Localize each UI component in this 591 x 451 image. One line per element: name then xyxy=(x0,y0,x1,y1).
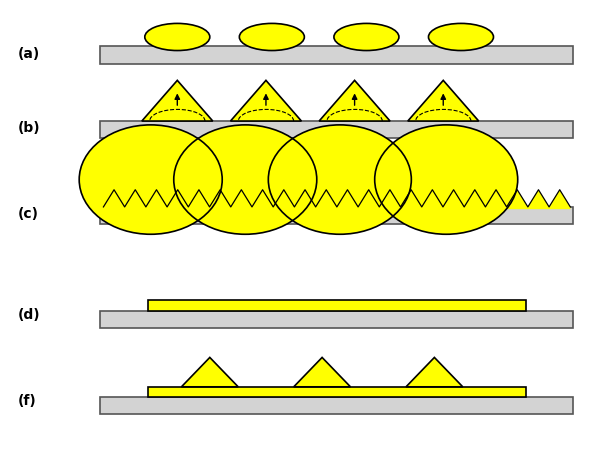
Polygon shape xyxy=(142,81,213,122)
Polygon shape xyxy=(294,358,350,387)
Polygon shape xyxy=(319,81,390,122)
Bar xyxy=(100,207,573,225)
Polygon shape xyxy=(181,358,238,387)
Circle shape xyxy=(79,125,222,235)
Circle shape xyxy=(174,125,317,235)
Text: (b): (b) xyxy=(18,121,40,135)
Ellipse shape xyxy=(239,24,304,51)
Bar xyxy=(100,47,573,64)
Ellipse shape xyxy=(334,24,399,51)
Polygon shape xyxy=(230,81,301,122)
Text: (d): (d) xyxy=(18,308,40,321)
Ellipse shape xyxy=(428,24,493,51)
Polygon shape xyxy=(103,190,570,210)
Circle shape xyxy=(268,125,411,235)
Circle shape xyxy=(375,125,518,235)
Bar xyxy=(100,122,573,139)
Bar xyxy=(148,300,526,311)
Bar xyxy=(148,387,526,397)
Ellipse shape xyxy=(145,24,210,51)
Bar xyxy=(100,311,573,328)
Text: (f): (f) xyxy=(18,393,37,407)
Polygon shape xyxy=(406,358,463,387)
Text: (c): (c) xyxy=(18,207,39,221)
Polygon shape xyxy=(408,81,479,122)
Bar xyxy=(100,397,573,414)
Text: (a): (a) xyxy=(18,47,40,60)
